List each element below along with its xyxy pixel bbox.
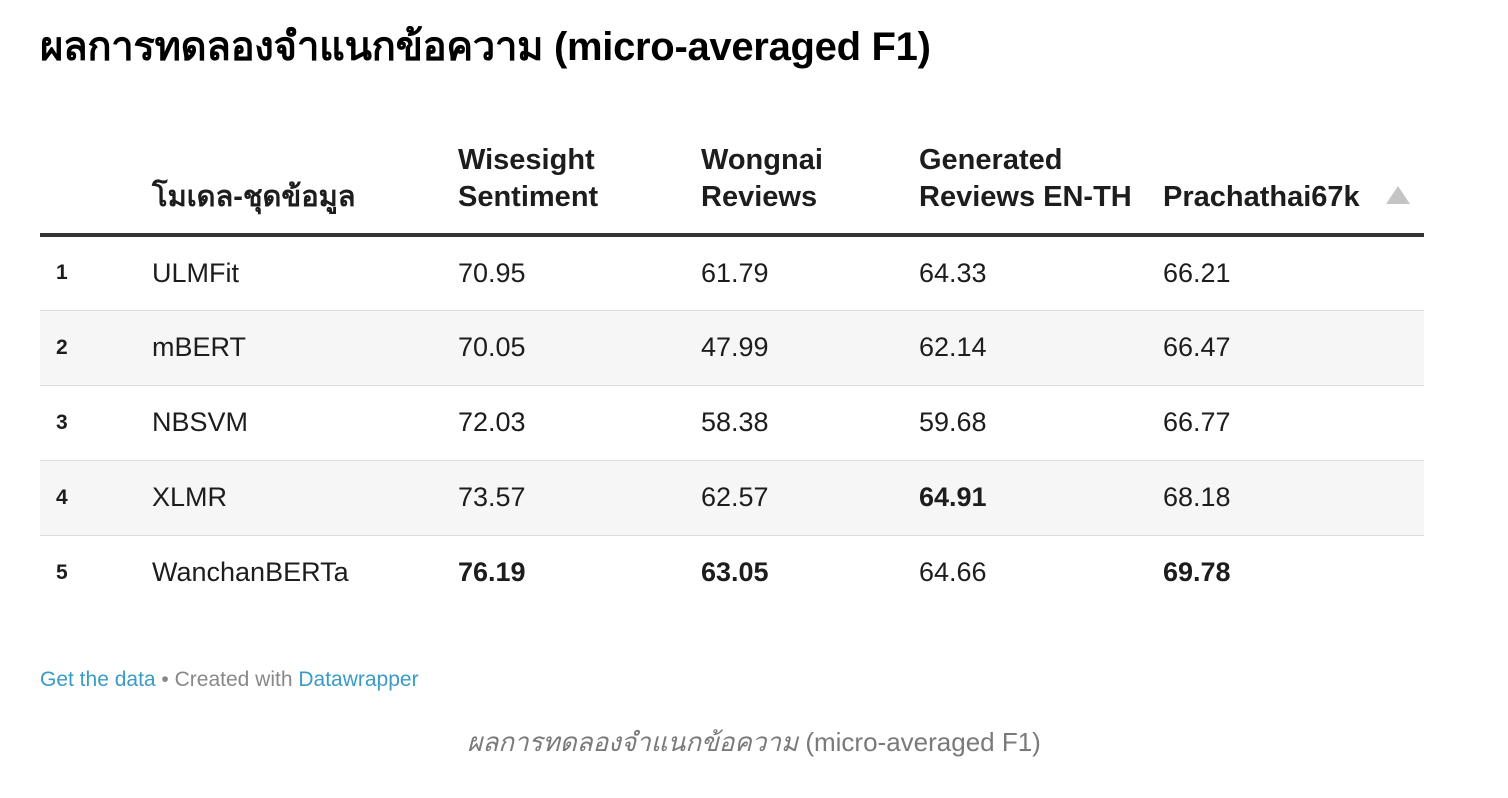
table-row: 5 WanchanBERTa 76.19 63.05 64.66 69.78 (40, 535, 1424, 610)
score-cell-wongnai: 58.38 (701, 385, 919, 461)
score-cell-wisesight: 76.19 (458, 557, 526, 588)
score-cell-wisesight: 70.95 (458, 235, 701, 311)
column-header-label-wrap: Prachathai67k (1163, 179, 1424, 216)
get-the-data-link[interactable]: Get the data (40, 668, 156, 691)
results-table: โมเดล-ชุดข้อมูล Wisesight Sentiment Wong… (40, 118, 1424, 610)
column-header-label: Generated Reviews EN-TH (919, 144, 1132, 213)
row-rank: 1 (40, 235, 152, 311)
table-row: 3 NBSVM 72.03 58.38 59.68 66.77 (40, 385, 1424, 461)
score-cell-wisesight: 73.57 (458, 460, 701, 536)
footer-separator-text: • Created with (155, 668, 299, 691)
table-row: 1 ULMFit 70.95 61.79 64.33 66.21 (40, 235, 1424, 311)
footer: Get the data • Created with Datawrapper (40, 668, 419, 692)
caption-thai: ผลการทดลองจำแนกข้อความ (467, 727, 799, 757)
figure-caption: ผลการทดลองจำแนกข้อความ (micro-averaged F… (0, 722, 1508, 763)
column-header-label: Prachathai67k (1163, 181, 1360, 213)
score-cell-prachathai: 66.21 (1163, 235, 1424, 311)
score-cell-wongnai: 61.79 (701, 235, 919, 311)
score-cell-prachathai: 66.77 (1163, 385, 1424, 461)
model-name-cell: NBSVM (152, 385, 458, 461)
score-cell-wongnai: 63.05 (701, 557, 769, 588)
score-cell-prachathai: 66.47 (1163, 310, 1424, 386)
column-header-label: Wongnai Reviews (701, 144, 823, 213)
model-name-cell: WanchanBERTa (152, 557, 349, 588)
column-header-prachathai[interactable]: Prachathai67k (1163, 118, 1424, 237)
model-name-cell: XLMR (152, 460, 458, 536)
score-cell-prachathai: 68.18 (1163, 460, 1424, 536)
column-header-rank[interactable] (40, 118, 152, 237)
column-header-wisesight[interactable]: Wisesight Sentiment (458, 118, 701, 237)
table-row: 4 XLMR 73.57 62.57 64.91 68.18 (40, 460, 1424, 536)
score-cell-wisesight: 72.03 (458, 385, 701, 461)
table-body: 1 ULMFit 70.95 61.79 64.33 66.21 2 mBERT 70.05 47… (40, 235, 1424, 610)
column-header-label: โมเดล-ชุดข้อมูล (152, 181, 356, 213)
datawrapper-link[interactable]: Datawrapper (298, 668, 419, 691)
score-cell-generated-reviews: 64.91 (919, 460, 1163, 536)
header-row: โมเดล-ชุดข้อมูล Wisesight Sentiment Wong… (40, 118, 1424, 237)
score-cell-wongnai: 62.57 (701, 460, 919, 536)
score-cell-generated-reviews: 62.14 (919, 310, 1163, 386)
caption-english: (micro-averaged F1) (798, 727, 1041, 757)
score-cell-prachathai: 69.78 (1163, 557, 1231, 588)
column-header-generated-reviews[interactable]: Generated Reviews EN-TH (919, 118, 1163, 237)
model-name-cell: mBERT (152, 310, 458, 386)
row-rank: 5 (56, 560, 68, 584)
score-cell-generated-reviews: 64.66 (919, 557, 987, 588)
sort-up-triangle-icon[interactable] (1386, 186, 1410, 204)
table-row: 2 mBERT 70.05 47.99 62.14 66.47 (40, 310, 1424, 386)
row-rank: 2 (40, 310, 152, 386)
column-header-label: Wisesight Sentiment (458, 144, 599, 213)
score-cell-wisesight: 70.05 (458, 310, 701, 386)
column-header-wongnai[interactable]: Wongnai Reviews (701, 118, 919, 237)
score-cell-generated-reviews: 59.68 (919, 385, 1163, 461)
row-rank: 4 (40, 460, 152, 536)
row-rank: 3 (40, 385, 152, 461)
chart-title: ผลการทดลองจำแนกข้อความ (micro-averaged F… (40, 25, 931, 69)
score-cell-generated-reviews: 64.33 (919, 235, 1163, 311)
score-cell-wongnai: 47.99 (701, 310, 919, 386)
column-header-model[interactable]: โมเดล-ชุดข้อมูล (152, 118, 458, 237)
model-name-cell: ULMFit (152, 235, 458, 311)
